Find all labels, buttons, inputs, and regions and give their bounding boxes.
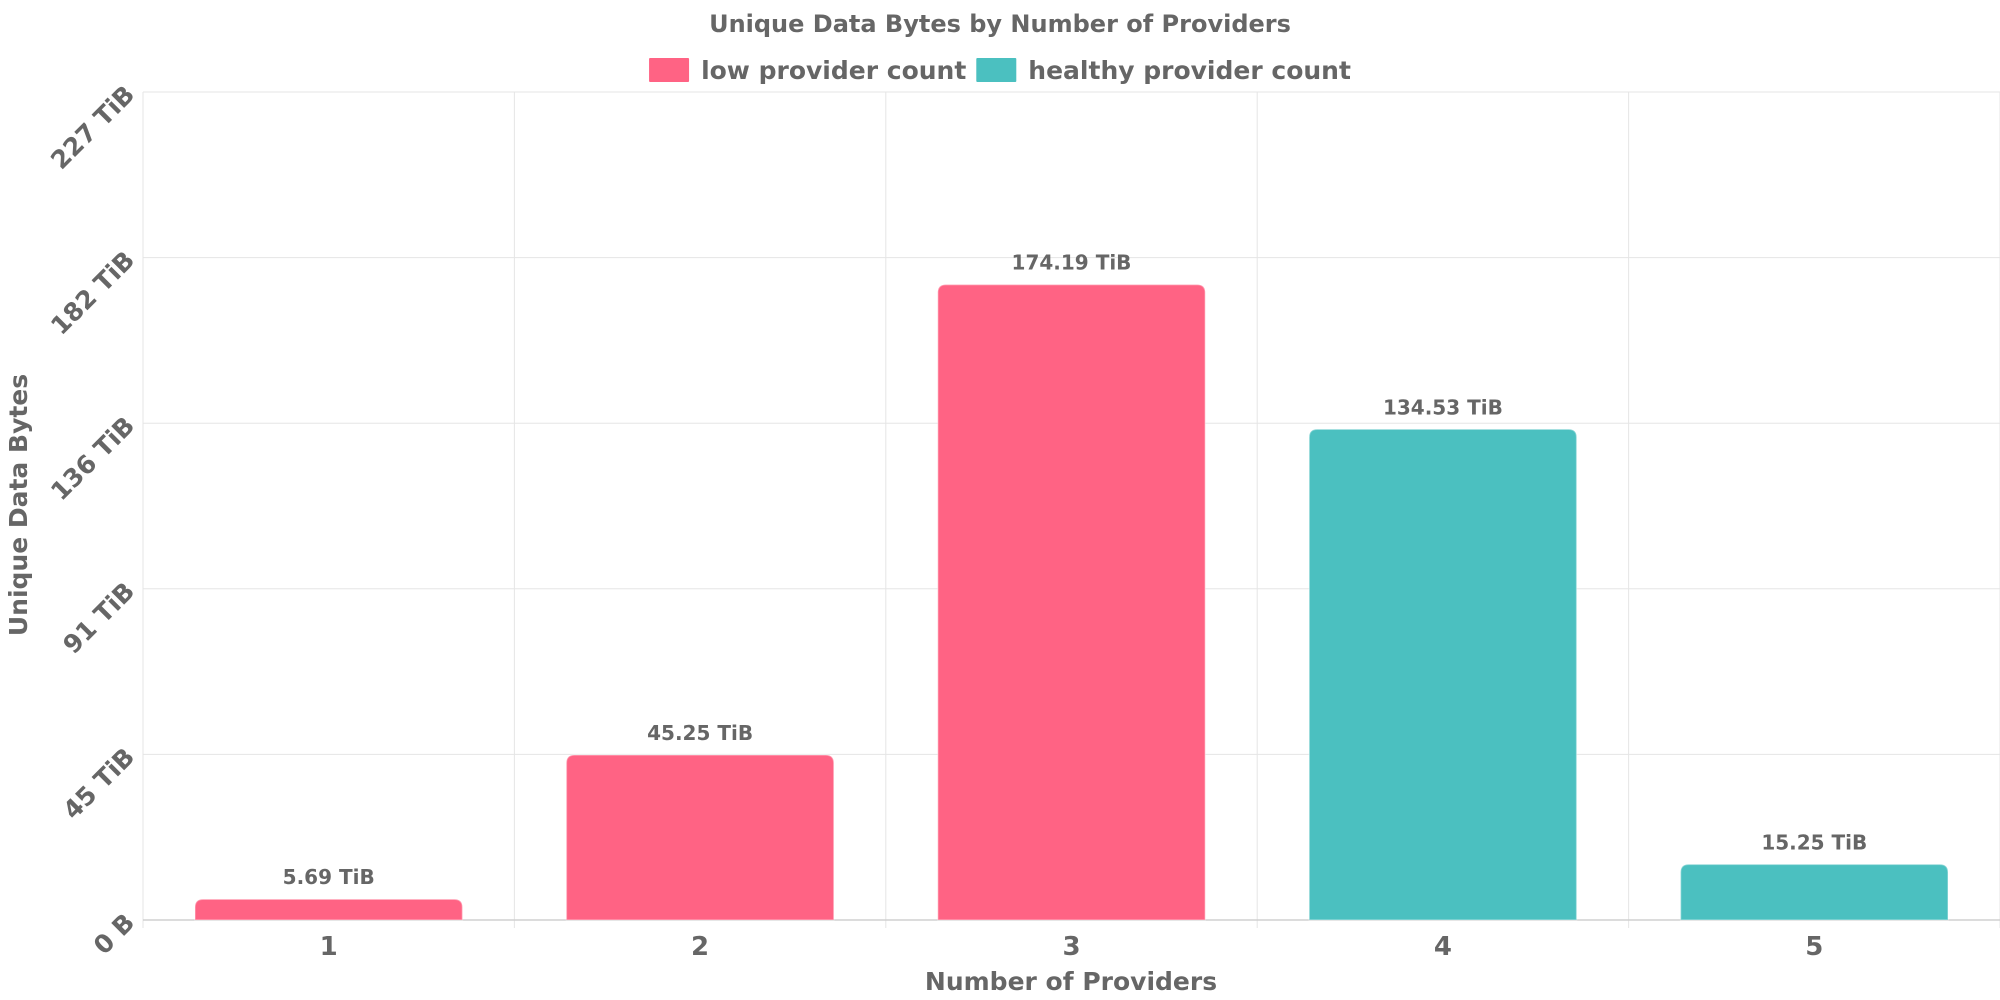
- x-tick-label: 2: [691, 932, 709, 962]
- legend-item[interactable]: low provider count: [649, 56, 966, 85]
- bars: [194, 283, 1949, 921]
- x-tick-label: 5: [1805, 932, 1823, 962]
- legend-swatch: [976, 58, 1017, 82]
- x-axis-title: Number of Providers: [925, 967, 1217, 996]
- bar-value-label: 174.19 TiB: [1012, 251, 1132, 275]
- y-tick-label: 45 TiB: [57, 742, 140, 825]
- bar-value-label: 134.53 TiB: [1383, 395, 1503, 419]
- legend: low provider count healthy provider count: [649, 56, 1351, 85]
- bar-value-label: 15.25 TiB: [1761, 830, 1867, 854]
- y-tick-label: 91 TiB: [57, 577, 140, 660]
- bar-value-label: 45.25 TiB: [647, 721, 753, 745]
- legend-label: healthy provider count: [1028, 56, 1351, 85]
- y-tick-label: 182 TiB: [45, 245, 140, 340]
- x-tick-label: 1: [320, 932, 338, 962]
- x-tick-label: 3: [1062, 932, 1080, 962]
- legend-swatch: [649, 58, 690, 82]
- x-tick-label: 4: [1434, 932, 1452, 962]
- y-tick-label: 136 TiB: [45, 411, 140, 506]
- chart-title: Unique Data Bytes by Number of Providers: [709, 10, 1291, 38]
- y-tick-label: 0 B: [88, 908, 140, 960]
- bar[interactable]: [1679, 863, 1949, 921]
- bar-value-label: 5.69 TiB: [283, 865, 375, 889]
- bar[interactable]: [1308, 428, 1578, 921]
- x-axis-ticks: 1 2 3 4 5: [320, 932, 1824, 962]
- legend-label: low provider count: [701, 56, 966, 85]
- legend-item[interactable]: healthy provider count: [976, 56, 1351, 85]
- bar[interactable]: [194, 898, 464, 921]
- bar[interactable]: [565, 754, 835, 921]
- y-axis-title: Unique Data Bytes: [4, 374, 33, 636]
- y-axis-ticks: 0 B 45 TiB 91 TiB 136 TiB 182 TiB 227 TiB: [45, 80, 140, 960]
- bar[interactable]: [937, 283, 1206, 921]
- y-tick-label: 227 TiB: [45, 80, 140, 175]
- data-labels: 5.69 TiB 45.25 TiB 174.19 TiB 134.53 TiB 15.…: [283, 251, 1868, 890]
